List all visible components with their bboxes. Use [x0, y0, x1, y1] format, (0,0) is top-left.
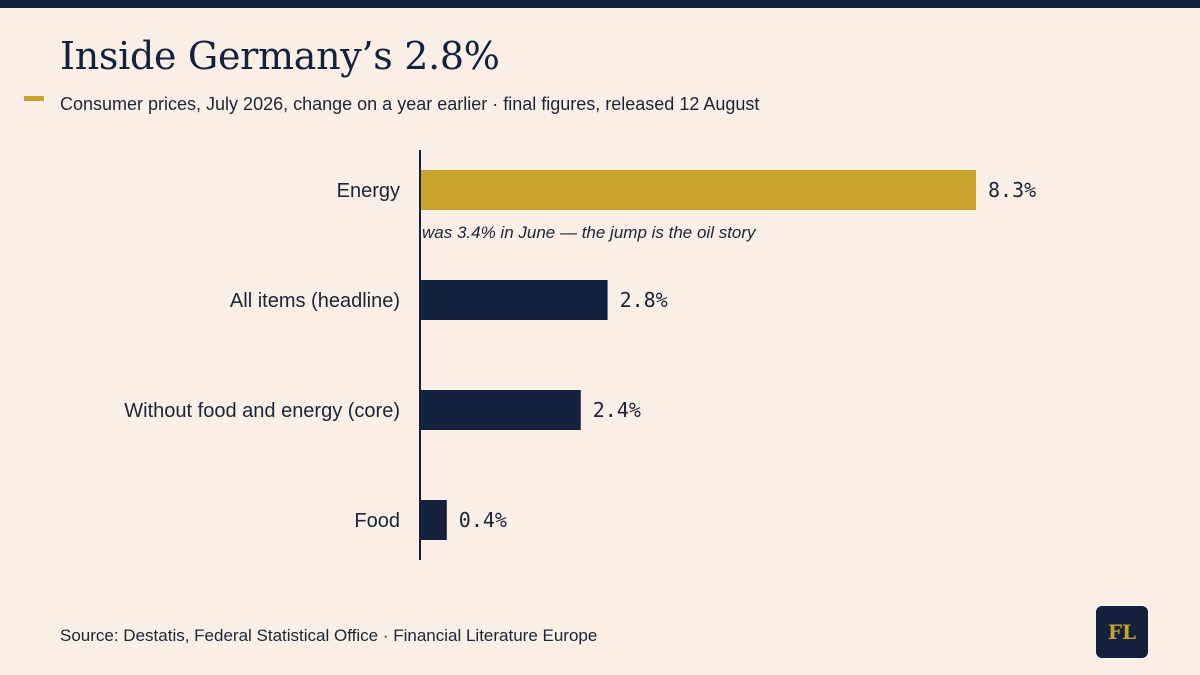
category-label: Food: [354, 510, 400, 532]
chart-subtitle: Consumer prices, July 2026, change on a …: [60, 94, 760, 114]
category-label: Without food and energy (core): [124, 400, 400, 422]
data-label: 2.4%: [593, 398, 641, 422]
bar-chart: Energy 8.3% All items (headline) 2.8% Withou…: [124, 150, 1036, 560]
category-label: All items (headline): [230, 290, 400, 312]
bar: [420, 500, 447, 540]
bar: [420, 390, 581, 430]
accent-dash: [24, 96, 44, 101]
bar: [420, 170, 976, 210]
top-bar: [0, 0, 1200, 8]
category-label: Energy: [337, 180, 400, 202]
publisher-logo: FL: [1096, 606, 1148, 658]
annotation: was 3.4% in June — the jump is the oil s…: [422, 223, 757, 242]
data-label: 2.8%: [620, 288, 668, 312]
data-label: 0.4%: [459, 508, 507, 532]
bar: [420, 280, 608, 320]
data-label: 8.3%: [988, 178, 1036, 202]
source-note: Source: Destatis, Federal Statistical Of…: [60, 626, 598, 645]
chart-title: Inside Germany’s 2.8%: [60, 34, 500, 78]
